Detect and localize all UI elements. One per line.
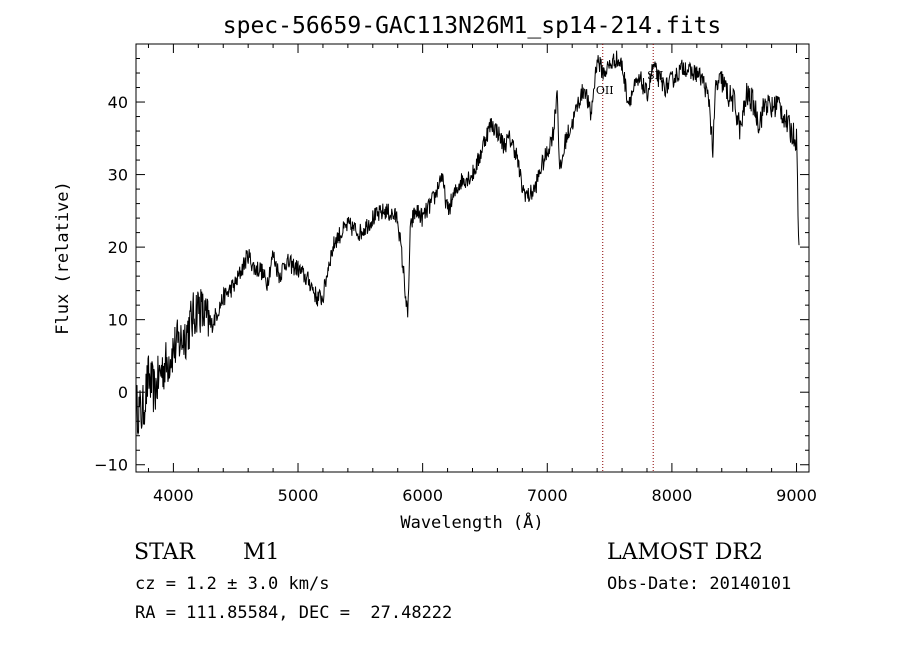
- x-tick-label: 8000: [652, 486, 693, 505]
- emission-line-label: OII: [596, 84, 614, 97]
- survey-name: LAMOST DR2: [607, 540, 763, 565]
- x-tick-label: 6000: [402, 486, 443, 505]
- y-axis-label: Flux (relative): [53, 181, 73, 335]
- y-tick-label: 30: [108, 166, 128, 185]
- y-tick-label: 0: [118, 383, 128, 402]
- x-tick-label: 9000: [776, 486, 817, 505]
- obs-date-readout: Obs-Date: 20140101: [607, 574, 792, 594]
- chart-title: spec-56659-GAC113N26M1_sp14-214.fits: [223, 13, 722, 39]
- spectrum-chart: spec-56659-GAC113N26M1_sp14-214.fits 400…: [53, 13, 817, 533]
- y-tick-label: −10: [94, 456, 128, 475]
- redshift-readout: cz = 1.2 ± 3.0 km/s: [135, 574, 330, 594]
- object-subclass: M1: [243, 540, 280, 565]
- x-tick-label: 5000: [278, 486, 319, 505]
- coordinates-readout: RA = 111.85584, DEC = 27.48222: [135, 603, 453, 623]
- y-tick-label: 10: [108, 311, 128, 330]
- x-tick-label: 4000: [153, 486, 194, 505]
- spectrum-line: [135, 50, 800, 436]
- y-tick-label: 40: [108, 93, 128, 112]
- y-axis: −10 0 10 20 30 40: [94, 58, 809, 475]
- object-class: STAR: [134, 540, 195, 565]
- y-tick-label: 20: [108, 238, 128, 257]
- x-tick-label: 7000: [527, 486, 568, 505]
- x-axis-label: Wavelength (Å): [400, 511, 543, 533]
- plot-frame: [135, 43, 810, 473]
- x-axis: 4000 5000 6000 7000 8000 9000: [147, 44, 817, 505]
